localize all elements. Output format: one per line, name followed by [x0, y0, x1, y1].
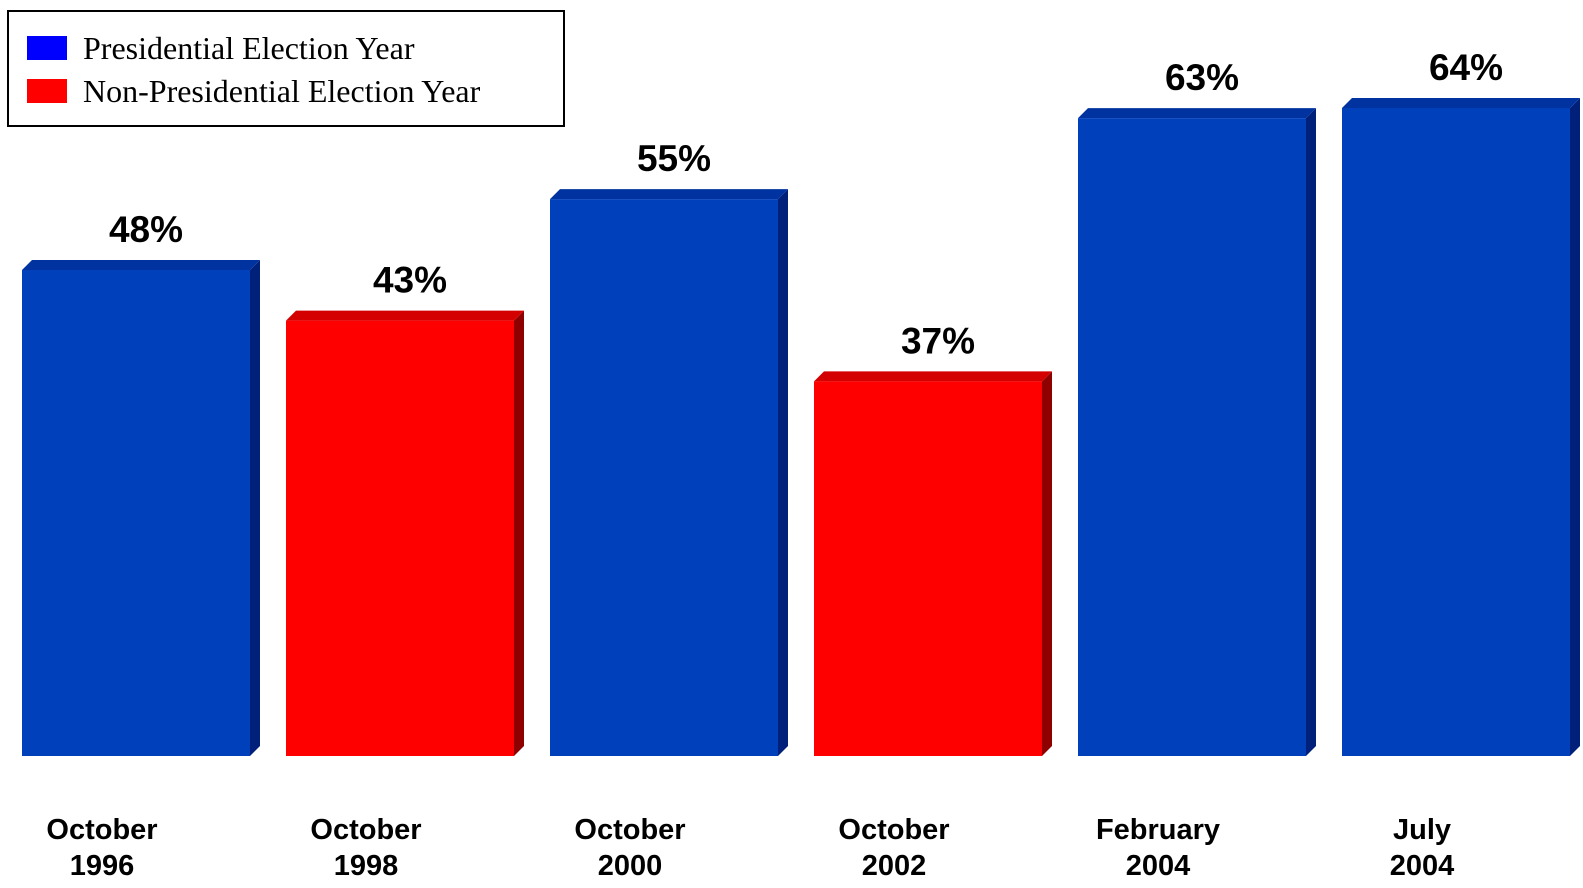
bar-front-2	[286, 320, 514, 756]
bar-3	[550, 189, 788, 756]
bar-side-5	[1306, 108, 1316, 756]
bar-1	[22, 260, 260, 756]
category-label-1-line-2: 1996	[70, 850, 135, 882]
legend-swatch-non-presidential	[27, 79, 67, 103]
bar-front-3	[550, 199, 778, 756]
category-label-1-line-1: October	[46, 814, 157, 846]
category-label-5-line-1: February	[1096, 814, 1220, 846]
bar-top-4	[814, 371, 1052, 382]
bar-side-4	[1042, 371, 1052, 756]
bar-side-6	[1570, 98, 1580, 756]
bar-4	[814, 371, 1052, 756]
bar-value-label-5: 63%	[1165, 57, 1239, 98]
bar-front-1	[22, 270, 250, 756]
bar-2	[286, 310, 524, 756]
bar-front-6	[1342, 108, 1570, 756]
category-label-6-line-2: 2004	[1390, 850, 1455, 882]
category-label-2-line-2: 1998	[334, 850, 399, 882]
bar-top-6	[1342, 98, 1580, 108]
category-label-4-line-2: 2002	[862, 850, 927, 882]
category-label-3-line-1: October	[574, 814, 685, 846]
bar-value-label-6: 64%	[1429, 47, 1503, 88]
bar-side-2	[514, 310, 524, 756]
bar-side-3	[778, 189, 788, 756]
bar-value-label-1: 48%	[109, 209, 183, 250]
bar-top-3	[550, 189, 788, 200]
category-label-5-line-2: 2004	[1126, 850, 1191, 882]
legend-label-non-presidential: Non-Presidential Election Year	[83, 73, 481, 109]
category-label-6-line-1: July	[1393, 814, 1451, 846]
bar-top-2	[286, 310, 524, 321]
bar-front-5	[1078, 118, 1306, 756]
chart-legend: Presidential Election Year Non-President…	[7, 10, 565, 127]
legend-swatch-presidential	[27, 36, 67, 60]
legend-item-non-presidential: Non-Presidential Election Year	[27, 71, 480, 111]
category-label-2-line-1: October	[310, 814, 421, 846]
bar-6	[1342, 98, 1580, 756]
bar-5	[1078, 108, 1316, 756]
bar-side-1	[250, 260, 260, 756]
category-label-3-line-2: 2000	[598, 850, 663, 882]
bar-top-1	[22, 260, 260, 270]
bar-value-label-4: 37%	[901, 320, 975, 361]
bar-value-label-2: 43%	[373, 260, 447, 301]
bar-front-4	[814, 381, 1042, 756]
bar-top-5	[1078, 108, 1316, 119]
legend-item-presidential: Presidential Election Year	[27, 28, 414, 68]
bar-value-label-3: 55%	[637, 138, 711, 179]
legend-label-presidential: Presidential Election Year	[83, 30, 415, 66]
category-label-4-line-1: October	[838, 814, 949, 846]
